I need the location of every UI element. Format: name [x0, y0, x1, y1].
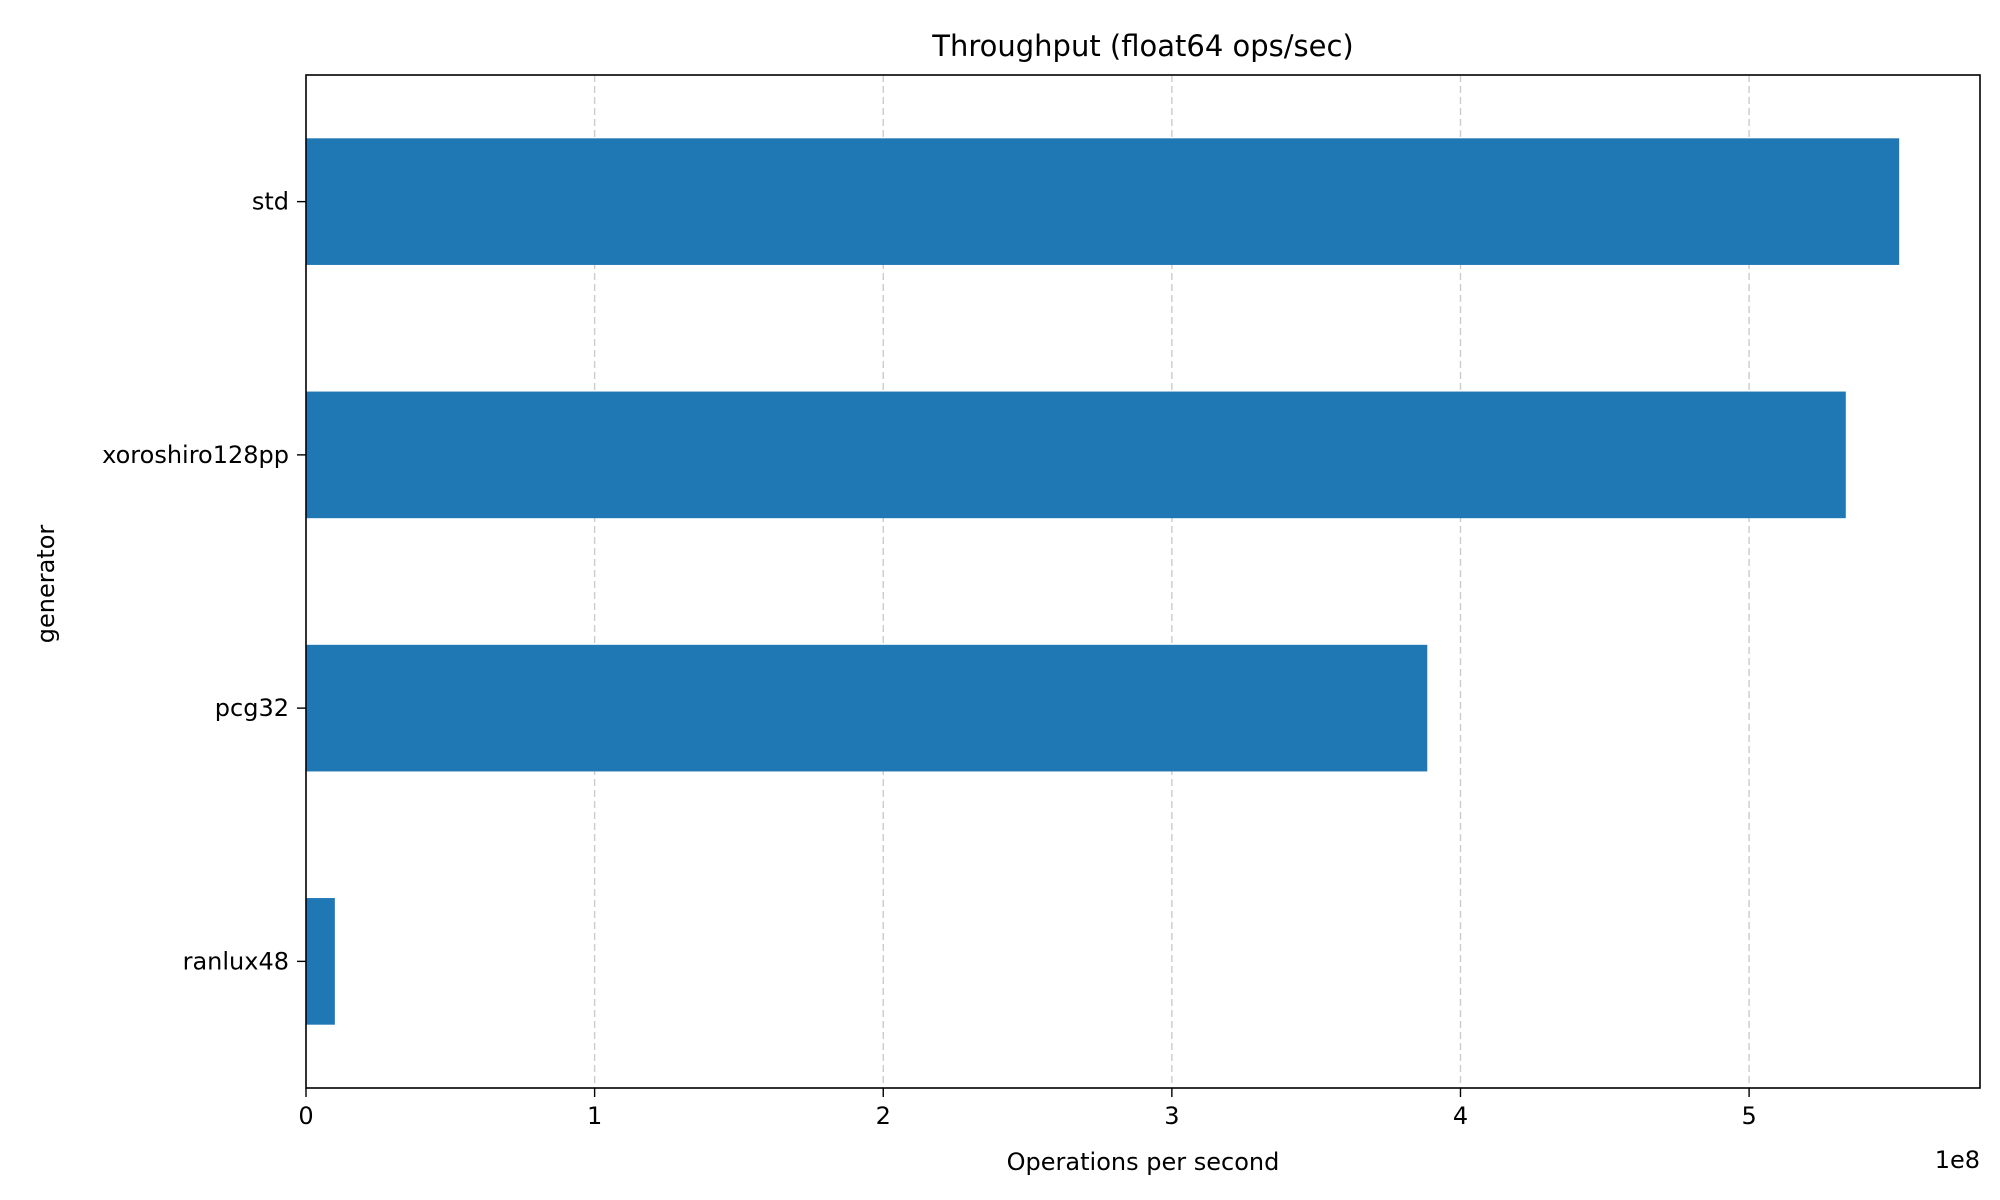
- y-tick-label: ranlux48: [183, 947, 289, 975]
- x-tick-label: 5: [1741, 1102, 1756, 1130]
- x-tick-label: 0: [298, 1102, 313, 1130]
- y-tick-label: pcg32: [215, 694, 289, 722]
- bar-ranlux48: [306, 898, 335, 1025]
- plot-frame: [305, 74, 1981, 1089]
- chart-title: Throughput (float64 ops/sec): [931, 29, 1354, 63]
- x-axis-ticks: 0 1 2 3 4 5: [298, 1088, 1757, 1130]
- x-axis-offset-label: 1e8: [1935, 1146, 1980, 1174]
- y-axis-ticks: std xoroshiro128pp pcg32 ranlux48: [102, 188, 306, 975]
- bar-pcg32: [306, 644, 1428, 772]
- x-axis-label: Operations per second: [1007, 1148, 1280, 1176]
- x-tick-label: 2: [876, 1102, 891, 1130]
- bar-layer: [306, 138, 1900, 1025]
- x-tick-label: 3: [1164, 1102, 1179, 1130]
- y-tick-label: xoroshiro128pp: [102, 441, 289, 469]
- y-axis-label: generator: [32, 525, 60, 644]
- y-tick-label: std: [252, 188, 289, 216]
- bar-std: [306, 138, 1900, 265]
- bar-xoroshiro128pp: [306, 391, 1846, 519]
- x-tick-label: 1: [587, 1102, 602, 1130]
- x-tick-label: 4: [1453, 1102, 1468, 1130]
